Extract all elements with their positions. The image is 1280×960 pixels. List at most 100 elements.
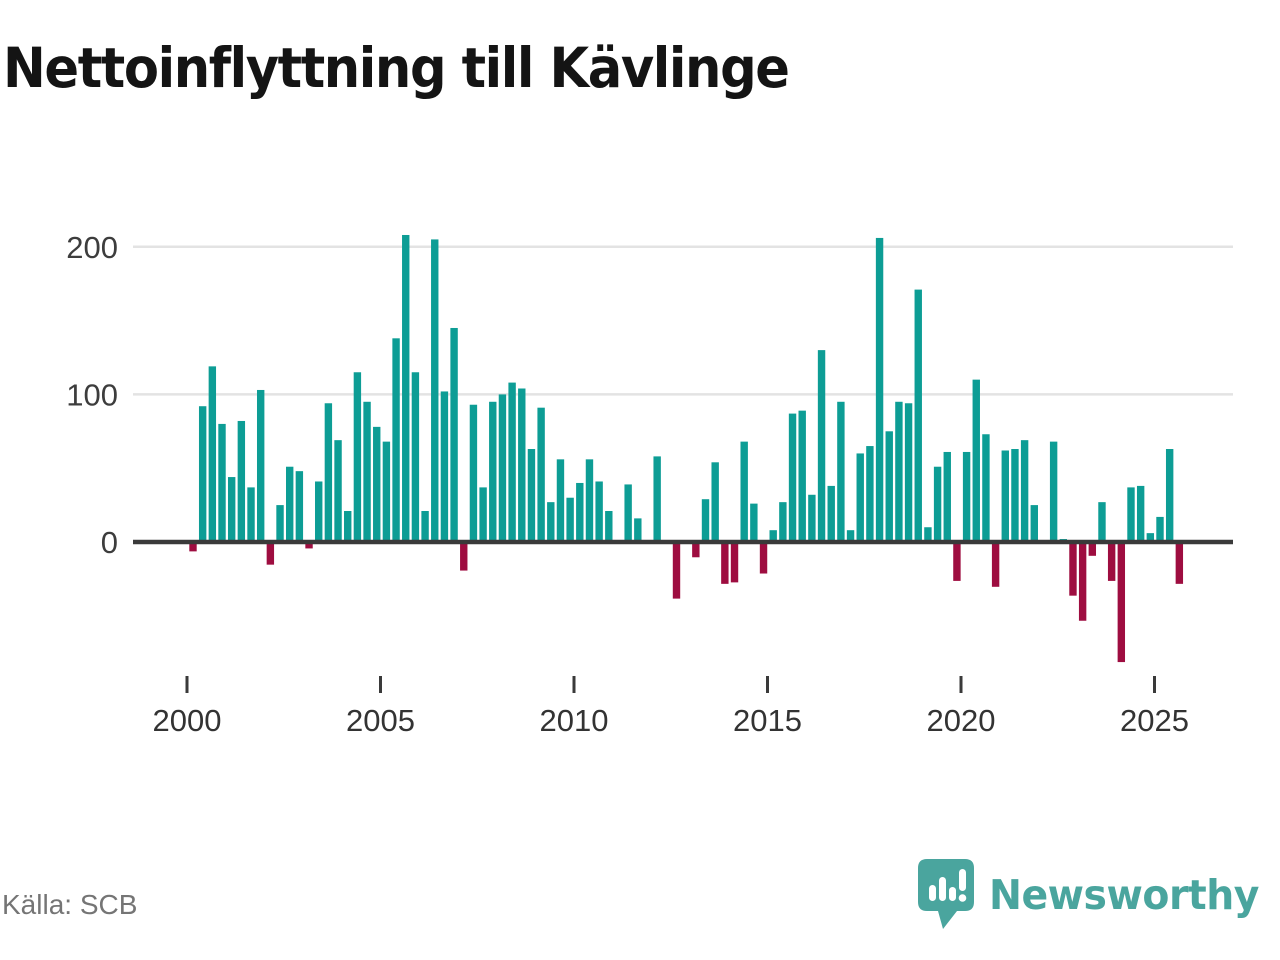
bar-2005Q3 [402, 234, 410, 543]
bar-2017Q4 [875, 237, 884, 542]
x-axis-year-ticks: 2000 2005 2010 2015 2020 2025 [153, 676, 1189, 738]
gridlines [133, 245, 1233, 396]
bar-2001Q2 [237, 420, 246, 542]
bar-2008Q4 [527, 449, 536, 542]
bar-2005Q1 [382, 441, 391, 542]
bar-2000Q3 [208, 366, 217, 542]
logo-bars-glyph [928, 869, 967, 902]
bar-2004Q3 [363, 401, 371, 542]
bar-2001Q1 [227, 477, 236, 542]
chart-title: Nettoinflyttning till Kävlinge [3, 36, 790, 100]
bar-2005Q4 [411, 372, 420, 542]
bar-2011Q3 [634, 518, 642, 542]
bar-2004Q4 [373, 426, 381, 542]
bar-2000Q4 [218, 423, 226, 542]
bar-2016Q2 [817, 350, 826, 542]
bar-2010Q3 [595, 481, 603, 542]
bar-2002Q4 [295, 471, 304, 542]
source-label: Källa: SCB [2, 889, 138, 920]
bar-2015Q4 [798, 410, 806, 542]
bar-2021Q3 [1020, 440, 1029, 542]
y-tick-label-100: 100 [66, 377, 118, 412]
bar-2016Q4 [837, 401, 845, 542]
bar-2002Q2 [276, 505, 284, 542]
y-tick-label-200: 200 [66, 230, 118, 265]
x-tick-label-2015: 2015 [733, 703, 802, 738]
bar-2011Q2 [624, 484, 632, 542]
bar-2018Q4 [914, 289, 922, 542]
bar-2012Q1 [653, 456, 661, 542]
bar-2002Q1 [266, 542, 275, 565]
bar-2012Q3 [672, 542, 681, 599]
bar-2021Q2 [1011, 449, 1019, 542]
bar-2001Q3 [247, 487, 255, 542]
bar-2008Q2 [508, 382, 516, 542]
bar-2018Q3 [904, 403, 913, 542]
bar-2024Q3 [1136, 485, 1145, 542]
bar-2016Q3 [827, 485, 835, 542]
bar-2003Q3 [324, 403, 333, 542]
bar-2014Q4 [759, 542, 768, 574]
bar-2013Q1 [692, 542, 700, 558]
bar-2006Q2 [431, 239, 439, 543]
y-axis-tick-labels: 0 100 200 [66, 230, 118, 560]
bar-2017Q3 [866, 446, 874, 542]
bar-2009Q4 [566, 497, 574, 542]
bar-2025Q3 [1175, 542, 1184, 584]
bar-2009Q2 [547, 502, 555, 542]
bar-2013Q2 [701, 499, 710, 542]
bar-2002Q3 [286, 466, 294, 542]
bar-2003Q4 [334, 440, 342, 542]
bar-2006Q4 [450, 327, 458, 542]
x-tick-label-2025: 2025 [1120, 703, 1189, 738]
bar-2018Q1 [885, 431, 893, 542]
bar-2019Q1 [924, 527, 932, 542]
bar-2010Q2 [585, 459, 594, 542]
bar-2008Q1 [498, 394, 507, 542]
bar-2007Q3 [479, 487, 487, 542]
bar-2008Q3 [518, 388, 526, 542]
x-tick-label-2010: 2010 [540, 703, 609, 738]
bar-2023Q4 [1107, 542, 1116, 581]
bar-2007Q2 [469, 404, 478, 542]
bar-2014Q3 [750, 503, 758, 542]
newsworthy-brand-text: Newsworthy [988, 871, 1259, 919]
bar-2018Q2 [895, 401, 903, 542]
bar-2020Q3 [982, 434, 990, 542]
bar-2006Q3 [440, 391, 449, 542]
bar-2013Q4 [721, 542, 729, 584]
bar-2023Q1 [1078, 542, 1087, 621]
bar-2019Q4 [953, 542, 961, 581]
bar-2007Q1 [460, 542, 468, 571]
bar-2020Q2 [972, 379, 980, 542]
bar-2014Q2 [740, 441, 748, 542]
bar-2015Q2 [779, 502, 787, 542]
bar-2024Q2 [1127, 487, 1135, 542]
bar-2016Q1 [808, 494, 816, 542]
bar-2000Q2 [198, 406, 207, 542]
newsworthy-logo-icon [917, 859, 974, 929]
net-migration-bar-chart: 0 100 200 2000 2005 2010 2015 2020 2025 [66, 230, 1233, 738]
bar-2005Q2 [392, 338, 400, 542]
bar-2010Q4 [605, 511, 613, 542]
bar-2020Q1 [962, 451, 971, 542]
bar-2023Q2 [1088, 542, 1097, 556]
x-tick-label-2005: 2005 [346, 703, 415, 738]
bar-2017Q1 [846, 530, 855, 542]
bar-2007Q4 [489, 401, 497, 542]
bar-2009Q3 [556, 459, 565, 542]
bar-2021Q1 [1001, 450, 1009, 542]
bar-2019Q3 [943, 451, 951, 542]
bar-2024Q1 [1117, 542, 1126, 663]
bar-2025Q1 [1156, 516, 1164, 542]
bar-2009Q1 [537, 407, 545, 542]
bar-2021Q4 [1030, 505, 1038, 542]
bar-2006Q1 [421, 511, 429, 542]
bar-2004Q2 [353, 372, 362, 542]
bar-2024Q4 [1146, 533, 1155, 542]
bar-2022Q4 [1069, 542, 1077, 596]
bar-2022Q2 [1049, 441, 1058, 542]
bar-2003Q2 [315, 481, 323, 542]
bar-2014Q1 [730, 542, 739, 583]
